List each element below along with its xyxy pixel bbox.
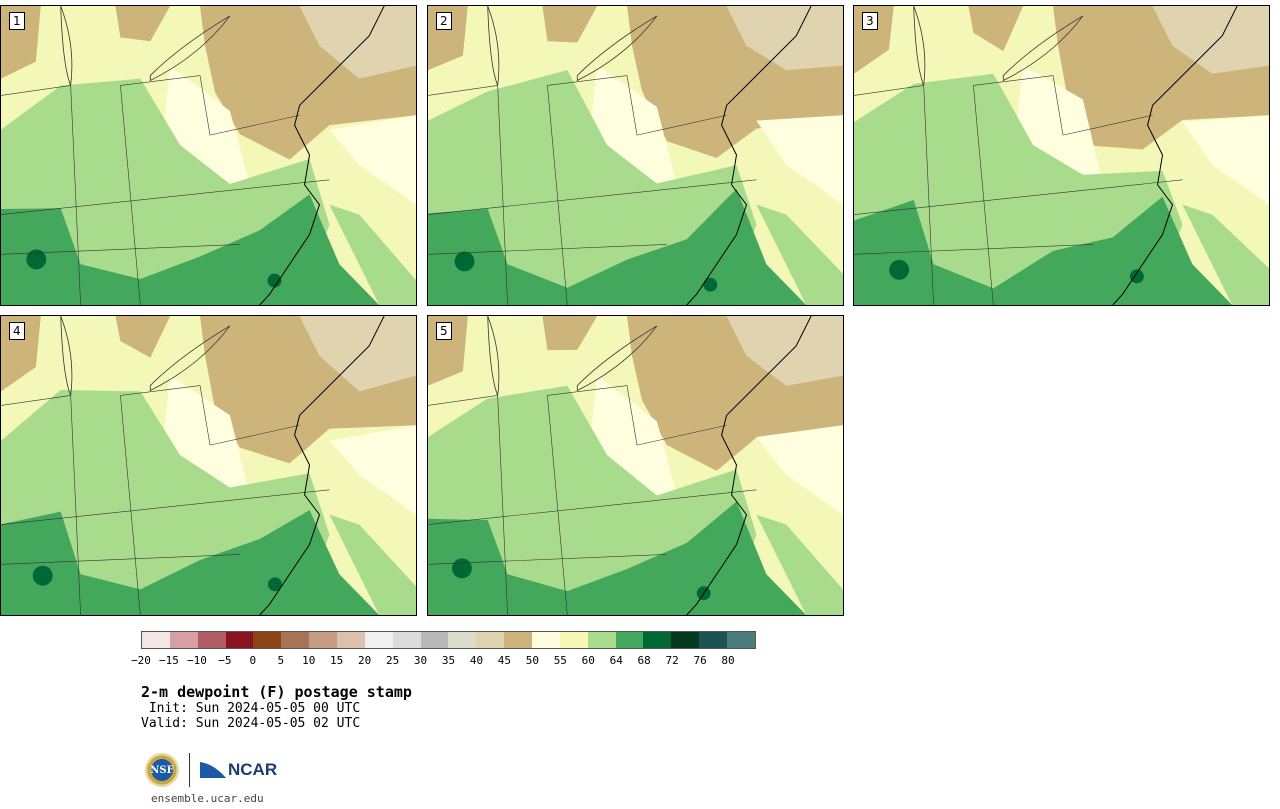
- colorbar-swatch: [337, 632, 365, 648]
- colorbar-swatch: [281, 632, 310, 648]
- plot-title: 2-m dewpoint (F) postage stamp: [141, 683, 412, 701]
- colorbar-tick-label: 76: [693, 654, 707, 667]
- colorbar-swatch: [559, 632, 588, 648]
- init-time: Init: Sun 2024-05-05 00 UTC: [141, 701, 361, 716]
- ncar-logo: NCAR: [200, 760, 277, 780]
- colorbar-tick-label: 80: [721, 654, 735, 667]
- dewpoint-map: [428, 316, 843, 615]
- colorbar-tick-label: 40: [469, 654, 484, 667]
- colorbar-swatch: [420, 632, 449, 648]
- colorbar-tick-label: 45: [497, 654, 512, 667]
- dewpoint-map: [854, 6, 1269, 305]
- dewpoint-map: [428, 6, 843, 305]
- logo-divider: [189, 753, 190, 787]
- colorbar-tick-label: −15: [159, 654, 179, 667]
- colorbar-tick-label: −10: [186, 654, 207, 667]
- colorbar-tick-label: 25: [385, 654, 400, 667]
- colorbar-tick-label: 72: [665, 654, 679, 667]
- colorbar-tick-label: 20: [358, 654, 372, 667]
- dewpoint-map: [1, 316, 416, 615]
- colorbar-swatch: [197, 632, 226, 648]
- panel-label: 1: [9, 12, 25, 30]
- map-panel-2: 2: [427, 5, 844, 306]
- panel-label: 5: [436, 322, 452, 340]
- colorbar-swatch: [532, 632, 560, 648]
- colorbar-tick-label: 64: [609, 654, 623, 667]
- logo-group: NSF NCAR: [145, 750, 277, 790]
- map-panel-1: 1: [0, 5, 417, 306]
- valid-time: Valid: Sun 2024-05-05 02 UTC: [141, 716, 361, 731]
- colorbar-swatch: [364, 632, 393, 648]
- map-panel-3: 3: [853, 5, 1270, 306]
- colorbar-swatch: [587, 632, 616, 648]
- colorbar-swatch: [253, 632, 282, 648]
- colorbar-swatch: [671, 632, 700, 648]
- colorbar-swatch: [727, 632, 755, 648]
- colorbar-swatch: [169, 632, 198, 648]
- colorbar-tick-label: 15: [330, 654, 344, 667]
- panel-label: 3: [862, 12, 878, 30]
- colorbar: [141, 631, 756, 649]
- colorbar-ticks: −20 −15 −10 −5 0 5 10 15 20 25 30 35 40 45 50 55 60 64 68 7…: [131, 654, 756, 668]
- dewpoint-map: [1, 6, 416, 305]
- colorbar-tick-label: −5: [218, 654, 232, 667]
- colorbar-tick-label: 5: [277, 654, 285, 667]
- colorbar-swatch: [699, 632, 728, 648]
- colorbar-tick-label: 68: [637, 654, 651, 667]
- ncar-swoosh-icon: [200, 762, 226, 778]
- footer-url: ensemble.ucar.edu: [151, 792, 264, 805]
- colorbar-tick-label: 55: [553, 654, 567, 667]
- colorbar-tick-label: 30: [413, 654, 428, 667]
- colorbar-swatch: [142, 632, 170, 648]
- colorbar-tick-label: 0: [249, 654, 257, 667]
- colorbar-tick-label: −20: [131, 654, 151, 667]
- colorbar-swatch: [309, 632, 338, 648]
- colorbar-swatch: [476, 632, 505, 648]
- colorbar-swatch: [615, 632, 644, 648]
- nsf-logo: NSF: [145, 753, 179, 787]
- colorbar-swatch: [225, 632, 254, 648]
- panel-label: 2: [436, 12, 452, 30]
- map-panel-4: 4: [0, 315, 417, 616]
- colorbar-swatch: [448, 632, 477, 648]
- colorbar-tick-label: 10: [302, 654, 316, 667]
- colorbar-tick-label: 50: [525, 654, 539, 667]
- colorbar-tick-label: 35: [441, 654, 456, 667]
- colorbar-swatch: [392, 632, 421, 648]
- colorbar-swatch: [504, 632, 533, 648]
- map-panel-5: 5: [427, 315, 844, 616]
- colorbar-tick-label: 60: [581, 654, 595, 667]
- colorbar-swatch: [643, 632, 672, 648]
- panel-label: 4: [9, 322, 25, 340]
